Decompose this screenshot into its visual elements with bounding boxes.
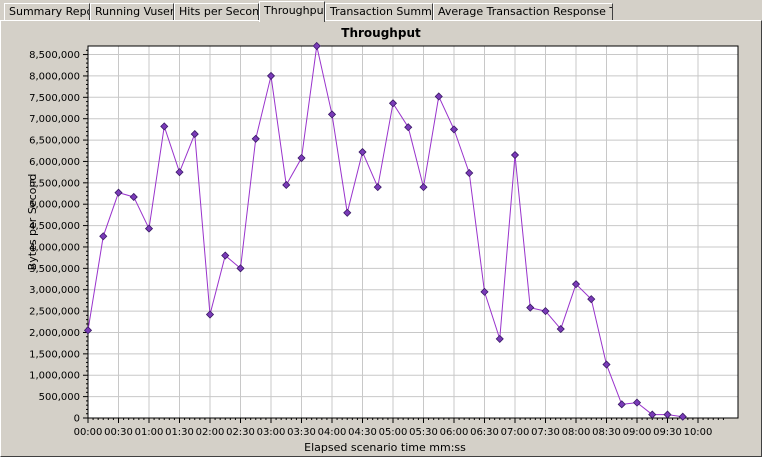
plot-area: [88, 46, 738, 418]
y-tick-label: 1,500,000: [29, 349, 80, 360]
x-tick-label: 03:30: [287, 427, 316, 438]
data-point[interactable]: [114, 188, 123, 197]
x-tick-label: 09:00: [623, 427, 652, 438]
data-point[interactable]: [495, 334, 504, 343]
x-tick-label: 08:30: [592, 427, 621, 438]
x-tick-label: 05:30: [409, 427, 438, 438]
x-tick-label: 01:30: [165, 427, 194, 438]
y-tick-label: 2,000,000: [29, 328, 80, 339]
data-point[interactable]: [144, 224, 154, 233]
data-point[interactable]: [404, 123, 413, 132]
x-tick-label: 05:00: [379, 427, 408, 438]
y-tick-label: 0: [74, 414, 80, 425]
x-tick-label: 09:30: [653, 427, 682, 438]
data-point[interactable]: [648, 410, 657, 419]
x-tick-label: 00:30: [104, 427, 133, 438]
data-point[interactable]: [587, 295, 596, 304]
data-point[interactable]: [251, 134, 260, 143]
data-point[interactable]: [312, 41, 321, 51]
y-tick-label: 5,500,000: [29, 178, 80, 189]
data-point[interactable]: [510, 150, 520, 160]
y-tick-label: 7,500,000: [29, 93, 80, 104]
data-point[interactable]: [556, 324, 565, 334]
tab-throughput[interactable]: Throughput: [259, 1, 325, 22]
data-point[interactable]: [373, 183, 382, 192]
data-point[interactable]: [160, 122, 169, 131]
y-tick-label: 5,000,000: [29, 200, 80, 211]
data-point[interactable]: [297, 153, 306, 163]
data-point[interactable]: [190, 130, 199, 139]
data-point[interactable]: [434, 92, 443, 101]
y-tick-label: 3,000,000: [29, 285, 80, 296]
tab-transaction-summary[interactable]: Transaction Summary: [325, 3, 433, 20]
y-tick-label: 4,000,000: [29, 242, 80, 253]
x-tick-label: 04:00: [318, 427, 347, 438]
data-point[interactable]: [221, 251, 230, 260]
data-point[interactable]: [129, 192, 138, 202]
y-tick-label: 1,000,000: [29, 371, 80, 382]
x-tick-label: 08:00: [562, 427, 591, 438]
data-point[interactable]: [327, 110, 337, 119]
x-tick-label: 03:00: [257, 427, 286, 438]
x-tick-label: 00:00: [74, 427, 103, 438]
y-axis-title: Bytes per Second: [26, 174, 39, 271]
data-point[interactable]: [480, 287, 489, 296]
chart-title: Throughput: [341, 26, 421, 40]
data-point[interactable]: [449, 125, 459, 134]
x-tick-label: 04:30: [348, 427, 377, 438]
x-tick-label: 01:00: [135, 427, 164, 438]
x-tick-label: 02:30: [226, 427, 255, 438]
plot-border: [87, 45, 739, 419]
x-tick-label: 07:30: [531, 427, 560, 438]
data-point[interactable]: [236, 264, 245, 273]
data-point[interactable]: [358, 147, 367, 157]
x-tick-label: 10:00: [684, 427, 713, 438]
data-point[interactable]: [571, 280, 581, 289]
x-tick-label: 07:00: [501, 427, 530, 438]
data-point[interactable]: [678, 412, 687, 421]
y-tick-label: 6,500,000: [29, 136, 80, 147]
data-point[interactable]: [282, 180, 291, 190]
y-tick-label: 3,500,000: [29, 264, 80, 275]
data-point[interactable]: [99, 232, 108, 241]
tab-summary-report[interactable]: Summary Report: [4, 3, 90, 20]
tab-running-vusers[interactable]: Running Vusers: [90, 3, 174, 20]
y-tick-label: 2,500,000: [29, 307, 80, 318]
x-axis-title: Elapsed scenario time mm:ss: [304, 441, 466, 454]
data-point[interactable]: [526, 303, 535, 312]
data-point[interactable]: [266, 71, 276, 80]
y-tick-label: 6,000,000: [29, 157, 80, 168]
data-point[interactable]: [602, 360, 611, 369]
data-point[interactable]: [663, 410, 672, 419]
data-point[interactable]: [541, 307, 550, 316]
data-point[interactable]: [83, 326, 93, 335]
data-point[interactable]: [465, 168, 474, 178]
tab-average-transaction-response-time[interactable]: Average Transaction Response Time: [433, 3, 613, 20]
y-tick-label: 4,500,000: [29, 221, 80, 232]
series-line: [87, 45, 683, 418]
data-point[interactable]: [205, 310, 215, 319]
data-point[interactable]: [617, 400, 626, 409]
x-tick-label: 06:30: [470, 427, 499, 438]
y-tick-label: 8,500,000: [29, 50, 80, 61]
x-tick-label: 02:00: [196, 427, 225, 438]
data-point[interactable]: [343, 208, 352, 217]
tab-hits-per-second[interactable]: Hits per Second: [174, 3, 259, 20]
y-tick-label: 500,000: [39, 392, 80, 403]
y-tick-label: 7,000,000: [29, 114, 80, 125]
data-point[interactable]: [632, 398, 642, 407]
data-point[interactable]: [419, 183, 428, 192]
data-point[interactable]: [388, 99, 398, 108]
y-tick-label: 8,000,000: [29, 71, 80, 82]
x-tick-label: 06:00: [440, 427, 469, 438]
data-point[interactable]: [175, 168, 184, 177]
